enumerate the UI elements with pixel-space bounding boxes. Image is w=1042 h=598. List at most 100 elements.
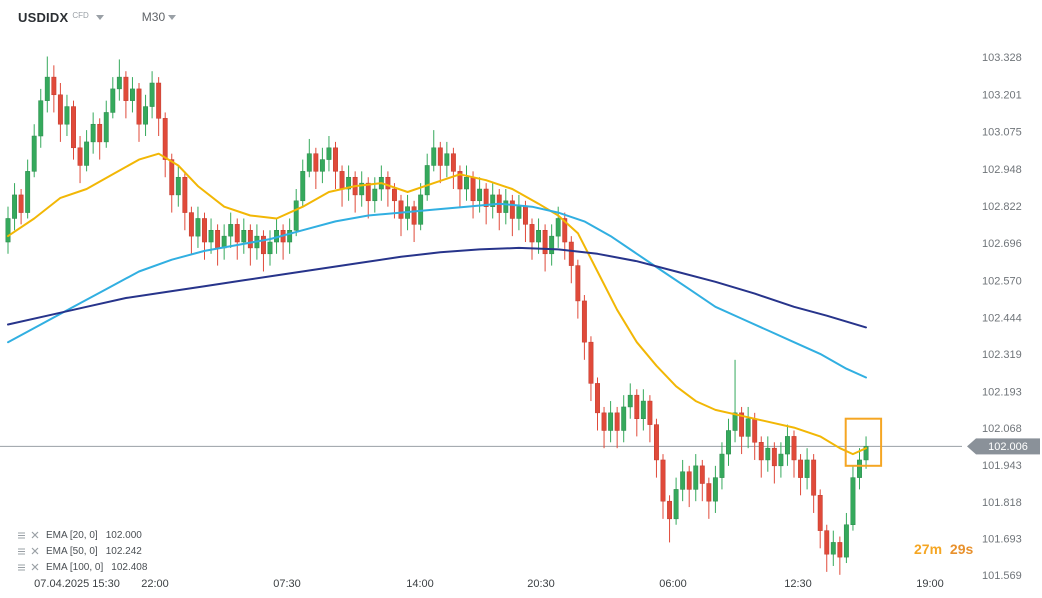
candle-body [267,241,273,255]
candle-body [418,194,424,225]
candle-countdown: 27m 29s [914,541,973,557]
candle-body [202,218,207,243]
indicator-settings-icon[interactable] [16,562,27,573]
symbol-name: USDIDX [18,10,69,25]
candle-body [97,123,103,143]
indicator-settings-icon[interactable] [16,530,27,541]
candle-body [319,159,325,172]
candle-body [863,446,869,461]
candle-body [712,477,718,502]
price-axis-label: 102.696 [982,238,1022,250]
candle-body [778,453,784,467]
candle-body [811,459,817,496]
price-axis-label: 102.570 [982,275,1022,287]
candle-body [44,76,50,101]
time-axis-label: 06:00 [659,578,687,590]
ema-line-ema-100[interactable] [7,246,867,329]
candle-body [346,176,352,190]
candle-body [398,200,404,219]
candle-body [824,530,830,555]
indicator-label: EMA [50, 0] [46,545,98,557]
candle-body [372,188,378,202]
price-axis-label: 102.193 [982,386,1022,398]
candle-body [116,76,122,90]
countdown-seconds: 29s [949,541,974,557]
candle-body [457,171,463,190]
time-axis-label: 14:00 [406,578,434,590]
candle-body [385,176,391,190]
indicator-row: EMA [100, 0] 102.408 [16,559,147,575]
candle-body [667,500,672,520]
symbol-selector[interactable]: USDIDX CFD [18,10,104,25]
candle-body [156,82,162,119]
price-axis-label: 103.075 [982,127,1022,139]
ema-line-ema-50[interactable] [7,202,867,379]
timeframe-selector[interactable]: M30 [142,10,177,24]
candle-body [647,400,653,425]
candle-body [562,218,568,243]
candle-body [601,412,607,431]
candle-body [771,447,777,467]
candle-body [483,188,489,207]
time-axis-label: 07:30 [273,578,301,590]
current-price-value: 102.006 [988,441,1028,453]
candle-body [843,524,849,558]
indicator-row: EMA [50, 0] 102.242 [16,543,147,559]
candle-body [287,230,293,243]
candle-body [228,224,234,237]
indicator-settings-icon[interactable] [16,546,27,557]
countdown-minutes: 27m [914,541,943,557]
candles-layer[interactable] [5,56,869,575]
candle-body [234,224,240,243]
candle-body [758,442,764,461]
candle-body [464,176,469,190]
candle-body [798,459,803,478]
candle-body [581,300,587,343]
candle-body [608,412,614,431]
candle-body [614,412,620,431]
candle-body [660,459,666,502]
indicator-legend: EMA [20, 0] 102.000 EMA [50, 0] 102.242 … [16,527,147,575]
candle-body [706,483,712,502]
price-axis-label: 103.201 [982,90,1022,102]
candle-body [549,235,555,255]
candle-body [57,94,63,125]
indicator-remove-icon[interactable] [30,546,40,556]
candle-body [182,176,188,213]
time-axis[interactable]: 07.04.2025 15:30 22:00 07:30 14:00 20:30 06:0… [34,578,944,590]
candle-body [765,447,771,461]
candle-body [529,224,535,243]
chart-toolbar: USDIDX CFD M30 [18,10,177,25]
candle-body [215,230,221,249]
highlight-box[interactable] [844,417,883,467]
candle-body [25,171,31,213]
candle-body [130,88,135,101]
candle-body [431,147,437,166]
candle-body [490,194,496,207]
candle-body [523,206,528,225]
ema-line-ema-20[interactable] [7,152,867,456]
indicator-remove-icon[interactable] [30,530,40,540]
candle-body [365,182,371,202]
candle-body [143,106,149,125]
price-axis[interactable]: 103.328 103.201 103.075 102.948 102.822 102.6… [982,52,1022,582]
candle-body [123,76,129,101]
candle-body [18,194,24,213]
candle-body [739,412,745,437]
candle-body [850,477,856,525]
candle-body [752,418,758,443]
candle-body [306,153,312,172]
candle-body [437,147,443,166]
candle-body [261,235,266,255]
chevron-down-icon [95,15,104,20]
indicator-value: 102.242 [105,545,142,557]
indicator-value: 102.408 [111,561,148,573]
candle-body [208,230,214,243]
candle-body [326,147,332,160]
candle-body [588,341,594,384]
indicator-remove-icon[interactable] [30,562,40,572]
candle-body [71,106,76,149]
current-price-badge: 102.006 [967,438,1040,455]
candle-body [411,206,417,225]
